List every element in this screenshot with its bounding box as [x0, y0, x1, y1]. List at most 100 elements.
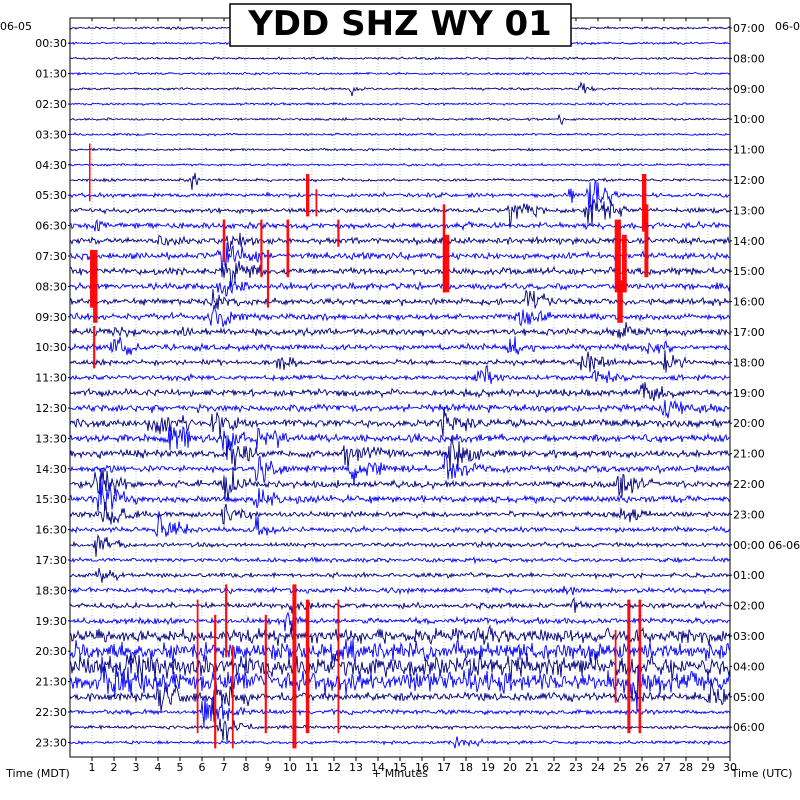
left-time-label: 02:30	[35, 98, 67, 111]
left-time-labels: 00:30 01:30 02:30 03:30 04:30 05:30 06:30 07:30…	[35, 37, 70, 749]
right-time-label: 03:00	[733, 630, 765, 643]
trace-row	[69, 114, 731, 126]
right-time-label: 22:00	[733, 478, 765, 491]
right-time-label: 17:00	[733, 326, 765, 339]
clipped-segment	[222, 219, 226, 262]
x-tick-label: 25	[613, 761, 627, 774]
trace-row	[69, 199, 731, 228]
x-axis-label: + Minutes	[372, 767, 428, 780]
right-time-label: 04:00	[733, 660, 765, 673]
clipped-segment	[443, 234, 450, 293]
clipped-segment	[264, 614, 267, 734]
x-tick-label: 7	[221, 761, 228, 774]
left-time-label: 05:30	[35, 189, 67, 202]
trace-row	[69, 638, 731, 664]
right-time-label: 02:00	[733, 600, 765, 613]
x-tick-label: 16	[415, 761, 429, 774]
trace-row	[69, 336, 731, 356]
right-time-label: 00:00 06-06	[733, 539, 800, 552]
left-time-label: 14:30	[35, 463, 67, 476]
right-time-label: 23:00	[733, 508, 765, 521]
trace-row	[69, 468, 731, 501]
left-time-label: 00:30	[35, 37, 67, 50]
x-tick-label: 28	[679, 761, 693, 774]
x-tick-label: 5	[177, 761, 184, 774]
clipped-segment	[214, 614, 217, 749]
x-tick-label: 14	[371, 761, 385, 774]
left-axis-label: Time (MDT)	[5, 767, 70, 780]
left-time-label: 09:30	[35, 311, 67, 324]
x-tick-label: 12	[327, 761, 341, 774]
left-time-label: 21:30	[35, 676, 67, 689]
left-time-label: 06:30	[35, 220, 67, 233]
x-tick-label: 2	[111, 761, 118, 774]
clipped-segment	[614, 630, 617, 703]
x-tick-label: 26	[635, 761, 649, 774]
x-tick-label: 9	[265, 761, 272, 774]
seismic-traces	[69, 25, 731, 749]
x-tick-label: 1	[89, 761, 96, 774]
left-time-label: 10:30	[35, 341, 67, 354]
x-tick-label: 22	[547, 761, 561, 774]
x-tick-label: 29	[701, 761, 715, 774]
left-time-label: 18:30	[35, 584, 67, 597]
right-time-label: 09:00	[733, 83, 765, 96]
left-time-label: 08:30	[35, 280, 67, 293]
right-time-label: 05:00	[733, 691, 765, 704]
clipped-segment	[617, 280, 623, 323]
right-time-label: 21:00	[733, 448, 765, 461]
right-time-label: 19:00	[733, 387, 765, 400]
clipped-segment	[231, 645, 234, 749]
x-tick-label: 18	[459, 761, 473, 774]
left-time-label: 13:30	[35, 432, 67, 445]
trace-row	[69, 611, 731, 632]
left-date-label: 06-05	[0, 20, 32, 33]
right-time-label: 16:00	[733, 296, 765, 309]
trace-row	[69, 555, 731, 565]
right-time-label: 11:00	[733, 144, 765, 157]
trace-row	[69, 162, 731, 167]
left-time-label: 11:30	[35, 372, 67, 385]
trace-row	[69, 451, 731, 485]
title-box	[229, 3, 572, 47]
clipped-segment	[93, 326, 96, 369]
right-time-label: 13:00	[733, 204, 765, 217]
left-time-label: 07:30	[35, 250, 67, 263]
clipped-segment	[260, 219, 263, 278]
x-tick-label: 20	[503, 761, 517, 774]
trace-row	[69, 656, 731, 712]
trace-row	[69, 407, 731, 440]
x-tick-label: 23	[569, 761, 583, 774]
trace-row	[69, 101, 731, 107]
trace-row	[69, 436, 731, 471]
left-time-label: 22:30	[35, 706, 67, 719]
clipped-segment	[306, 174, 310, 217]
clipped-segment	[89, 143, 91, 202]
clipped-segments	[89, 143, 649, 749]
clipped-segment	[286, 219, 290, 278]
x-tick-label: 4	[155, 761, 162, 774]
clipped-segment	[305, 599, 310, 734]
right-time-label: 01:00	[733, 569, 765, 582]
x-tick-label: 11	[305, 761, 319, 774]
clipped-segment	[225, 584, 228, 658]
right-time-labels: 07:00 08:00 09:00 10:00 11:00 12:00 13:00 14:00…	[730, 22, 800, 734]
x-tick-label: 27	[657, 761, 671, 774]
trace-row	[69, 172, 731, 190]
right-time-label: 18:00	[733, 356, 765, 369]
trace-row	[69, 350, 731, 373]
x-tick-label: 13	[349, 761, 363, 774]
left-time-label: 19:30	[35, 615, 67, 628]
right-time-label: 07:00	[733, 22, 765, 35]
left-time-label: 04:30	[35, 159, 67, 172]
right-time-label: 14:00	[733, 235, 765, 248]
left-time-label: 03:30	[35, 128, 67, 141]
right-time-label: 20:00	[733, 417, 765, 430]
x-tick-label: 3	[133, 761, 140, 774]
chart-title: YDD SHZ WY 01	[247, 4, 552, 44]
left-time-label: 16:30	[35, 524, 67, 537]
x-tick-label: 15	[393, 761, 407, 774]
trace-row	[69, 181, 731, 215]
trace-row	[70, 71, 731, 77]
x-tick-label: 24	[591, 761, 605, 774]
